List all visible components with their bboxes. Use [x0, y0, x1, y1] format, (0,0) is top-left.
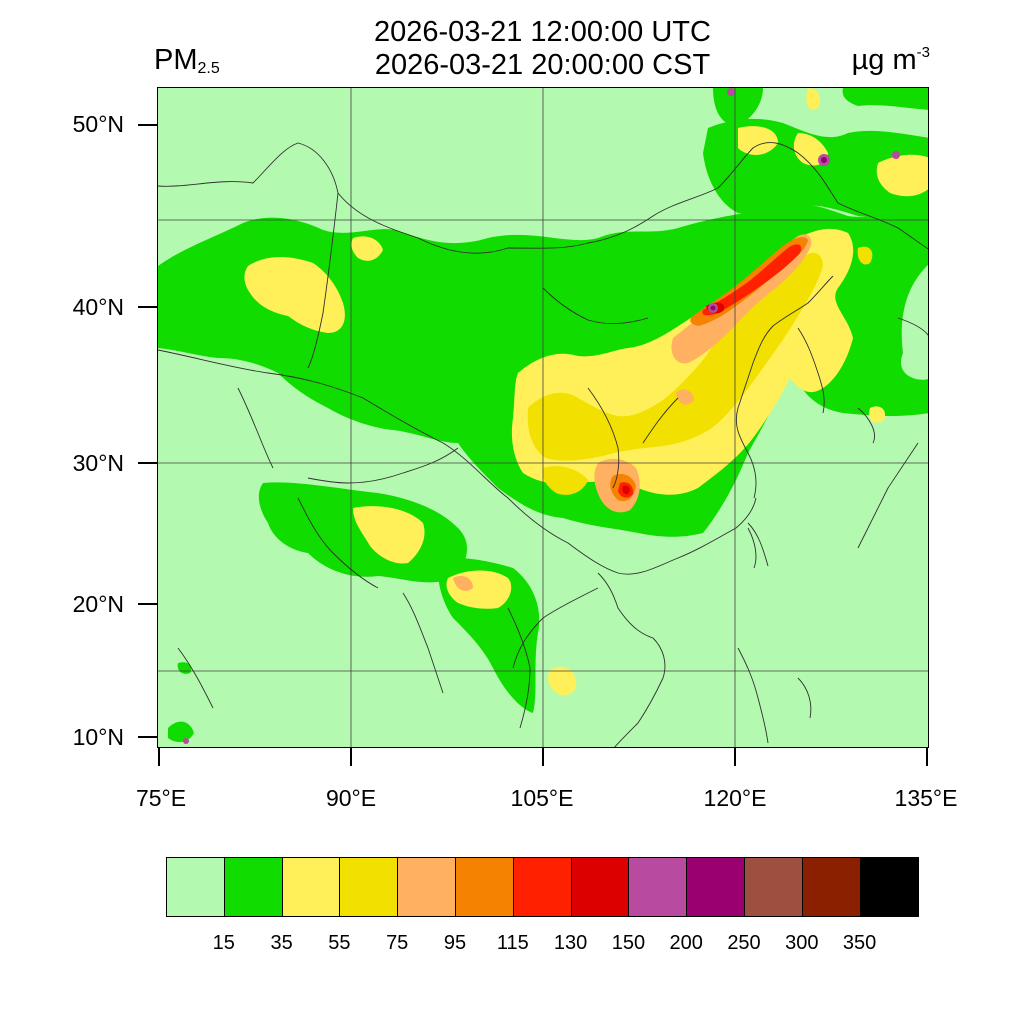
lat-lon-grid [158, 88, 928, 747]
pm25-map [158, 88, 928, 747]
lon-label-75e: 75°E [135, 785, 187, 811]
legend-label: 200 [669, 932, 703, 954]
lon-tick-105e [542, 748, 544, 766]
legend-label: 115 [496, 932, 529, 954]
concentration-200-250 [183, 88, 900, 744]
variable-name: PM2.5 [154, 44, 220, 78]
map-panel [157, 87, 929, 748]
variable-base: PM [154, 44, 198, 76]
legend-label: 55 [328, 932, 351, 954]
legend-label: 300 [785, 932, 819, 954]
lon-label-90e: 90°E [325, 785, 377, 811]
lon-tick-90e [350, 748, 352, 766]
boundaries [158, 142, 928, 747]
title-cst: 2026-03-21 20:00:00 CST [374, 49, 711, 81]
lon-label-135e: 135°E [894, 785, 958, 811]
legend-swatch [513, 858, 572, 916]
legend-swatch [167, 858, 225, 916]
legend-colorbar [166, 857, 920, 917]
legend-swatch [398, 858, 456, 916]
legend-swatch [571, 858, 630, 916]
legend-label: 150 [611, 932, 646, 954]
lat-tick-20n [138, 603, 157, 605]
legend-swatch [687, 858, 745, 916]
legend-label: 250 [727, 932, 761, 954]
units-label: µg m-3 [852, 44, 930, 77]
units-exponent: -3 [916, 44, 930, 61]
lat-tick-50n [138, 124, 157, 126]
lon-label-120e: 120°E [703, 785, 767, 811]
legend-swatch [802, 858, 861, 916]
lat-tick-30n [138, 462, 157, 464]
legend-swatch [629, 858, 688, 916]
legend-swatch [744, 858, 803, 916]
lat-label-50n: 50°N [72, 111, 124, 137]
legend-label: 95 [443, 932, 467, 954]
legend-swatch [340, 858, 399, 916]
lat-label-20n: 20°N [72, 591, 124, 617]
units-base: µg m [851, 44, 917, 76]
legend-swatch [860, 858, 919, 916]
legend-label: 75 [386, 932, 409, 954]
title-utc: 2026-03-21 12:00:00 UTC [374, 16, 711, 48]
legend-label: 350 [842, 932, 877, 954]
legend-swatch [455, 858, 514, 916]
concentration-250-300 [710, 157, 827, 311]
legend-swatch [224, 858, 283, 916]
legend-label: 130 [553, 932, 588, 954]
lon-tick-135e [926, 748, 928, 766]
legend-swatch [282, 858, 341, 916]
lon-tick-75e [158, 748, 160, 766]
variable-subscript: 2.5 [197, 60, 220, 77]
legend-label: 15 [212, 932, 235, 954]
lon-label-105e: 105°E [510, 785, 574, 811]
lon-tick-120e [734, 748, 736, 766]
lat-tick-40n [138, 306, 157, 308]
legend-label: 35 [270, 932, 293, 954]
lat-label-30n: 30°N [72, 450, 124, 476]
lat-label-40n: 40°N [72, 294, 124, 320]
concentration-75-95 [527, 246, 873, 495]
lat-label-10n: 10°N [72, 724, 124, 750]
lat-tick-10n [138, 736, 157, 738]
